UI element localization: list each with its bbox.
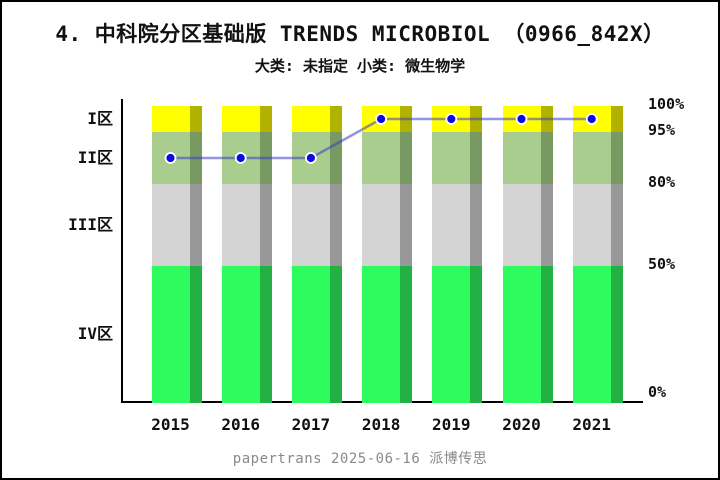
bar-segment-IV区-2016 [221,266,272,403]
bar-segment-I区-2018 [362,106,413,132]
bar-segment-II区-2017 [291,132,342,184]
year-label-2021: 2021 [572,415,611,434]
year-label-2018: 2018 [361,415,401,434]
bar-segment-II区-2018 [362,132,413,184]
bar-segment-II区-2015 [151,132,202,184]
bar-segment-IV区-2015 [151,266,202,403]
bar-segment-II区-2016 [221,132,272,184]
watermark-text: papertrans 2025-06-16 派博传思 [232,451,488,467]
year-label-2019: 2019 [432,415,471,434]
bar-segment-IV区-2018 [362,266,413,403]
bar-segment-IV区-2020 [502,266,553,403]
bar-segment-I区-2019 [432,106,483,132]
percent-label-100%: 100% [648,95,685,113]
bar-segment-III区-2021 [572,184,623,266]
percent-label-50%: 50% [648,255,676,273]
zone-label-II区: II区 [77,148,113,167]
bar-segment-III区-2015 [151,184,202,266]
bar-segment-I区-2020 [502,106,553,132]
bar-segment-III区-2017 [291,184,342,266]
bar-segment-III区-2020 [502,184,553,266]
year-label-2016: 2016 [221,415,260,434]
bar-segment-II区-2019 [432,132,483,184]
percent-label-80%: 80% [648,173,676,191]
zone-label-I区: I区 [87,109,113,128]
bar-segment-II区-2021 [572,132,623,184]
percent-label-95%: 95% [648,121,676,139]
bar-segment-IV区-2017 [291,266,342,403]
zone-label-III区: III区 [68,215,113,234]
bar-segment-IV区-2019 [432,266,483,403]
year-label-2015: 2015 [151,415,190,434]
bar-segment-IV区-2021 [572,266,623,403]
year-label-2017: 2017 [291,415,331,434]
bar-segment-I区-2017 [291,106,342,132]
bar-segment-I区-2021 [572,106,623,132]
bar-segment-I区-2015 [151,106,202,132]
bar-segment-III区-2018 [362,184,413,266]
bar-segment-II区-2020 [502,132,553,184]
y-axis-line [121,99,123,403]
chart-subtitle: 大类: 未指定 小类: 微生物学 [254,57,466,75]
percent-label-0%: 0% [648,383,667,401]
bar-segment-III区-2019 [432,184,483,266]
bar-segment-I区-2016 [221,106,272,132]
zone-label-IV区: IV区 [77,324,113,344]
bar-segment-III区-2016 [221,184,272,266]
chart-title: 4. 中科院分区基础版 TRENDS MICROBIOL （0966_842X） [55,22,665,46]
year-label-2020: 2020 [502,415,541,434]
